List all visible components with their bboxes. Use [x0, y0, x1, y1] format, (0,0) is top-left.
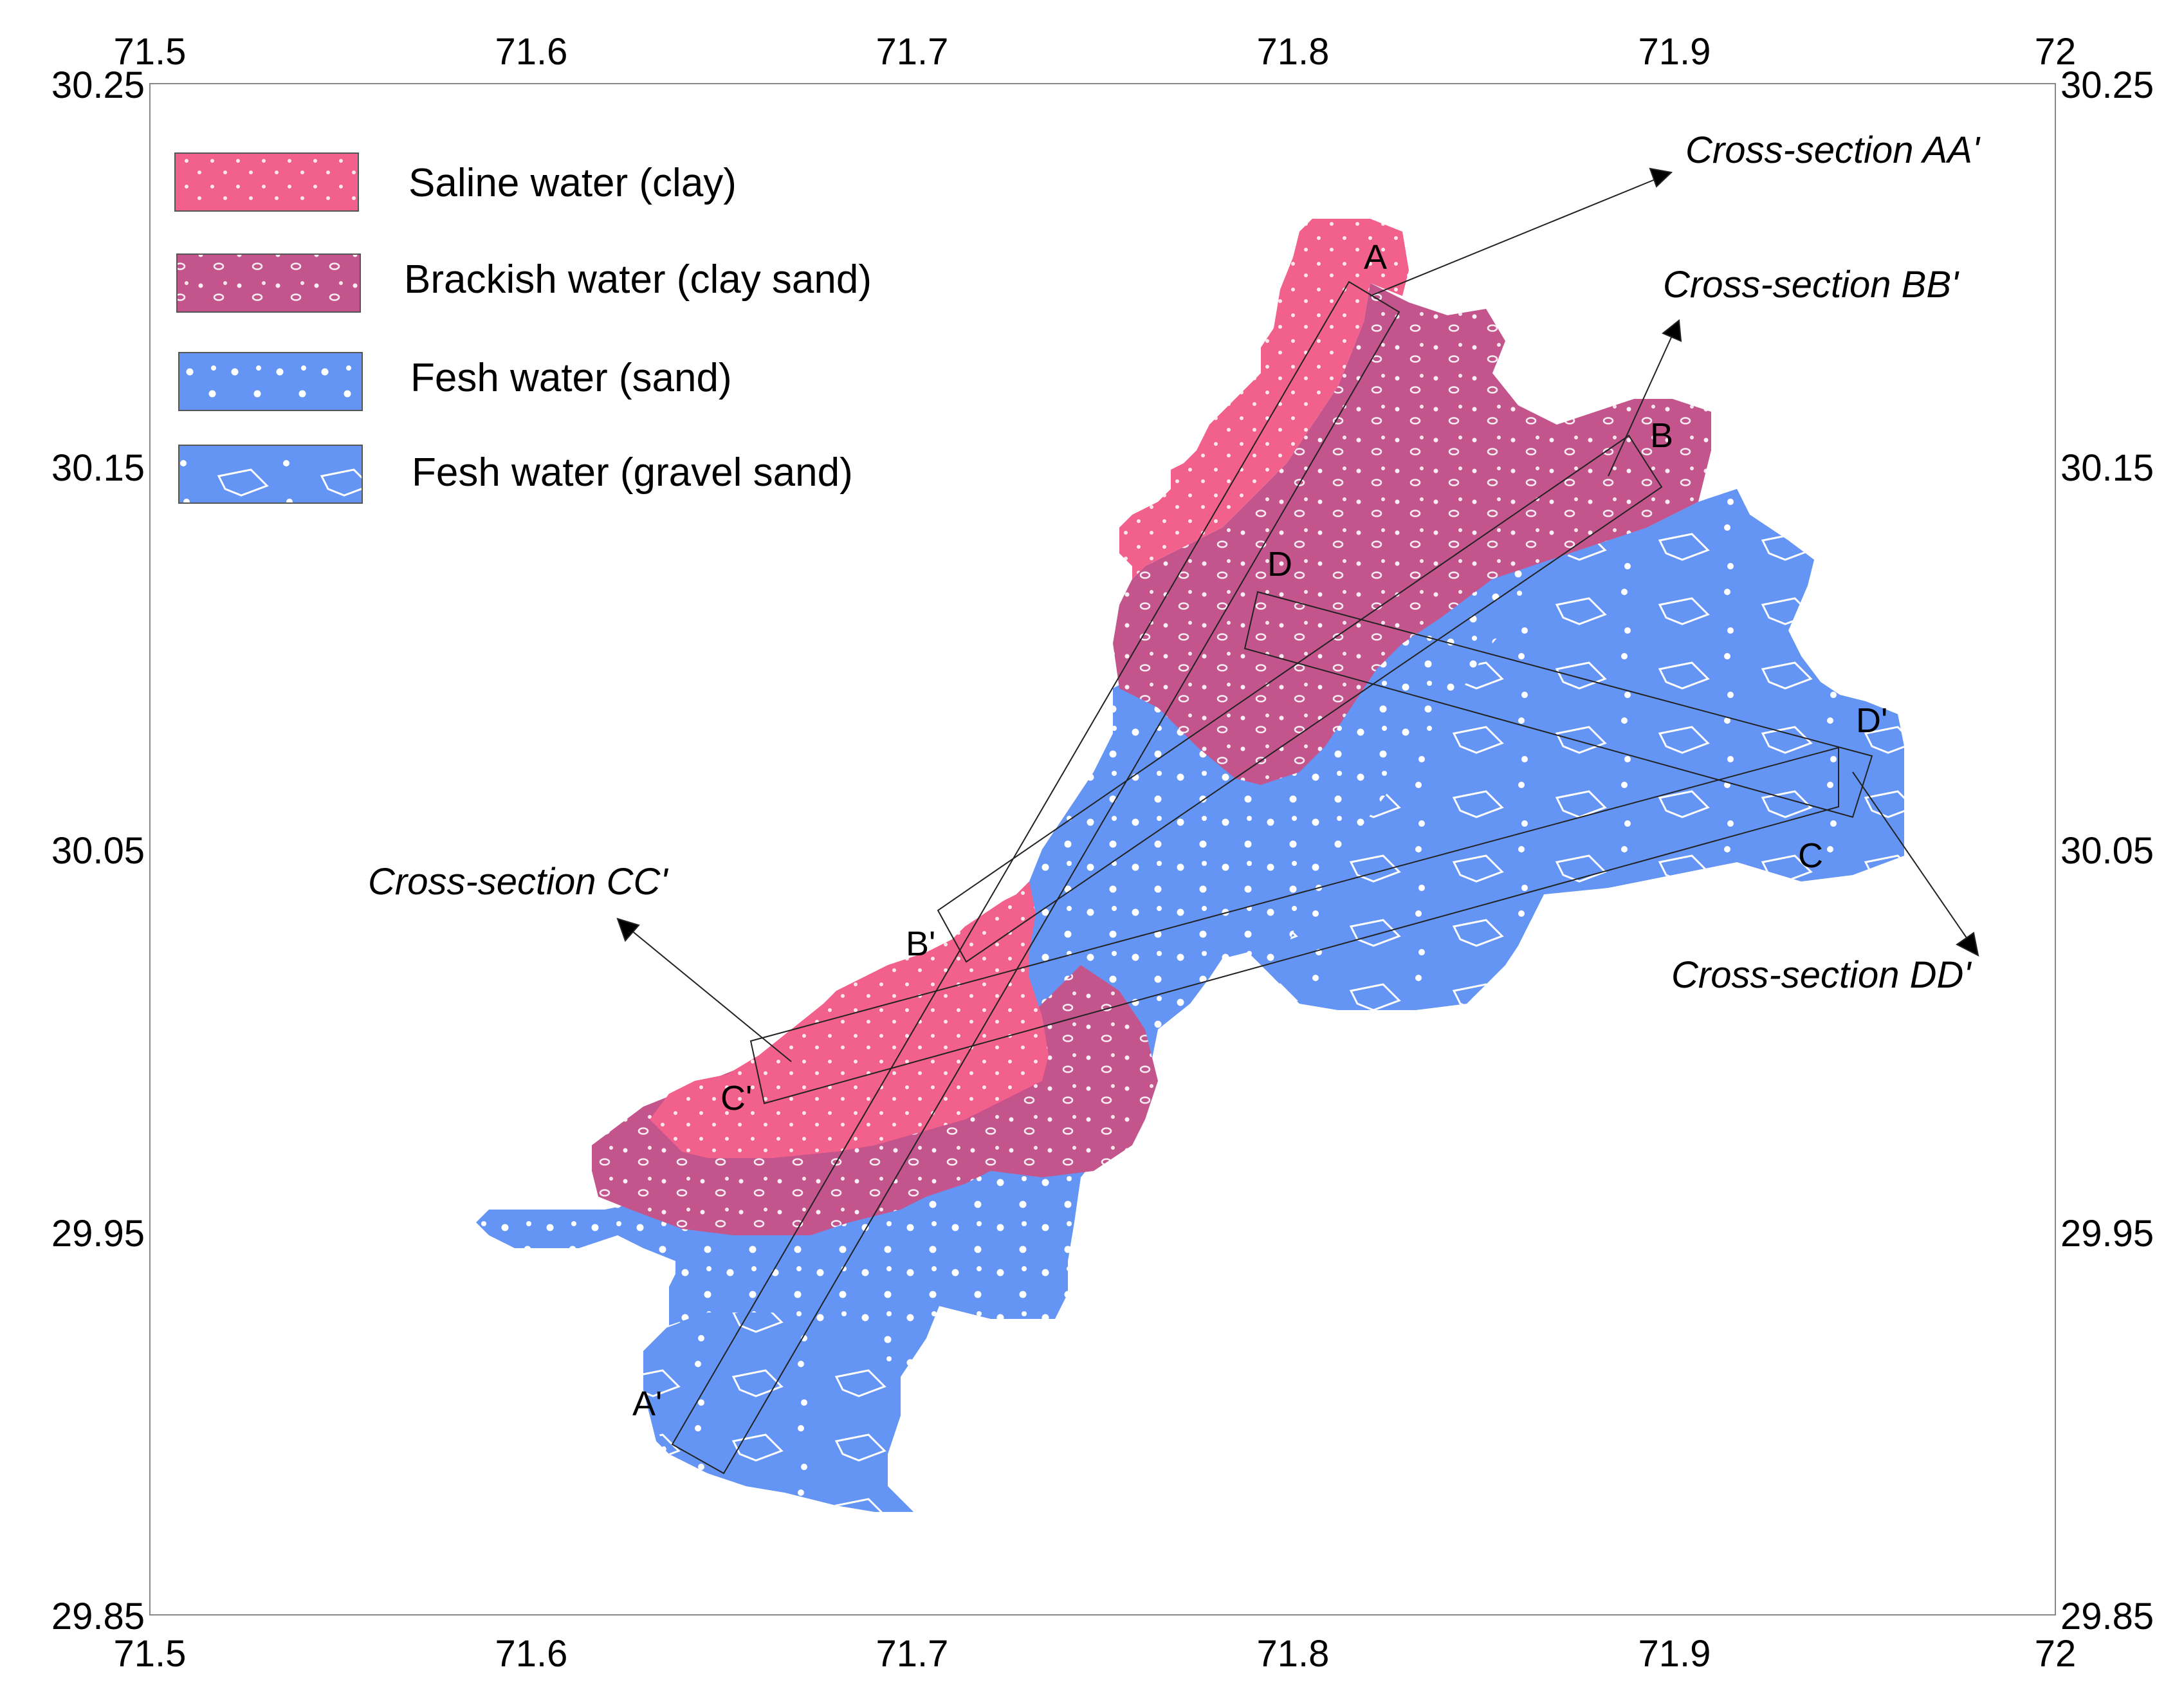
legend-label-brackish: Brackish water (clay sand) — [404, 257, 872, 302]
legend-swatch-saline — [174, 152, 359, 212]
point-label-b: B — [1650, 416, 1673, 455]
x-tick-top: 71.6 — [495, 31, 568, 73]
x-axis-top: 71.5 71.6 71.7 71.8 71.9 72 — [114, 31, 2077, 73]
fresh-water-gravel-region-south — [643, 1312, 913, 1512]
y-tick-left: 30.15 — [51, 447, 145, 489]
y-tick-right: 29.95 — [2060, 1213, 2154, 1255]
legend-swatch-fresh-sand — [178, 352, 363, 411]
x-tick-bottom: 71.6 — [495, 1633, 568, 1675]
y-tick-right: 29.85 — [2060, 1596, 2154, 1637]
x-tick-bottom: 71.8 — [1257, 1633, 1330, 1675]
arrow-aa-line — [1370, 178, 1657, 297]
legend-label-saline: Saline water (clay) — [408, 161, 737, 205]
strip-aa — [671, 281, 1400, 1475]
point-label-d-prime: D' — [1856, 701, 1887, 740]
point-label-d: D — [1267, 545, 1292, 584]
strip-cc — [749, 746, 1839, 1105]
point-label-b-prime: B' — [906, 925, 935, 963]
x-tick-top: 72 — [2035, 31, 2077, 73]
y-tick-right: 30.05 — [2060, 830, 2154, 872]
y-tick-right: 30.15 — [2060, 447, 2154, 489]
saline-water-region-south — [650, 881, 1049, 1158]
x-tick-bottom: 71.7 — [876, 1633, 949, 1675]
arrow-bb-head — [1662, 319, 1682, 342]
arrow-dd-head — [1956, 932, 1979, 957]
legend-label-fresh-gravel: Fesh water (gravel sand) — [412, 450, 853, 495]
x-tick-top: 71.9 — [1638, 31, 1711, 73]
point-label-c: C — [1798, 836, 1823, 875]
x-tick-top: 71.7 — [876, 31, 949, 73]
arrow-cc-head — [616, 917, 640, 942]
cross-section-arrows — [616, 167, 1979, 1062]
y-tick-left: 29.95 — [51, 1213, 145, 1255]
strip-dd — [1243, 591, 1873, 818]
y-axis-right: 30.25 30.15 30.05 29.95 29.85 — [2060, 64, 2154, 1637]
y-tick-left: 29.85 — [51, 1596, 145, 1637]
cross-section-label-aa: Cross-section AA' — [1685, 129, 1981, 171]
y-tick-right: 30.25 — [2060, 64, 2154, 106]
x-tick-bottom: 72 — [2035, 1633, 2077, 1675]
cross-section-label-cc: Cross-section CC' — [368, 861, 668, 903]
legend-swatch-brackish — [176, 253, 361, 313]
cross-section-label-dd: Cross-section DD' — [1671, 954, 1972, 996]
brackish-water-region-north — [1113, 283, 1711, 785]
map-frame — [149, 83, 2056, 1616]
y-tick-left: 30.25 — [51, 64, 145, 106]
arrow-cc-line — [630, 929, 792, 1062]
legend-swatch-fresh-gravel — [178, 445, 363, 504]
point-label-a: A — [1364, 238, 1387, 277]
cross-section-label-bb: Cross-section BB' — [1663, 264, 1959, 306]
y-tick-left: 30.05 — [51, 830, 145, 872]
x-axis-bottom: 71.5 71.6 71.7 71.8 71.9 72 — [114, 1633, 2077, 1675]
x-tick-top: 71.8 — [1257, 31, 1330, 73]
arrow-bb-line — [1608, 334, 1673, 477]
legend: Saline water (clay) Brackish water (clay… — [174, 152, 872, 504]
saline-water-region-north — [1119, 219, 1409, 579]
fresh-water-gravel-region — [1274, 489, 1904, 1010]
y-axis-left: 30.25 30.15 30.05 29.95 29.85 — [51, 64, 145, 1637]
point-label-a-prime: A' — [632, 1385, 662, 1423]
x-tick-bottom: 71.9 — [1638, 1633, 1711, 1675]
point-label-c-prime: C' — [720, 1079, 752, 1118]
strip-bb — [937, 434, 1663, 963]
arrow-dd-line — [1852, 771, 1969, 941]
x-tick-bottom: 71.5 — [114, 1633, 187, 1675]
x-tick-top: 71.5 — [114, 31, 187, 73]
legend-label-fresh-sand: Fesh water (sand) — [410, 356, 732, 400]
cross-section-strips — [671, 281, 1873, 1475]
arrow-aa-head — [1649, 167, 1673, 188]
